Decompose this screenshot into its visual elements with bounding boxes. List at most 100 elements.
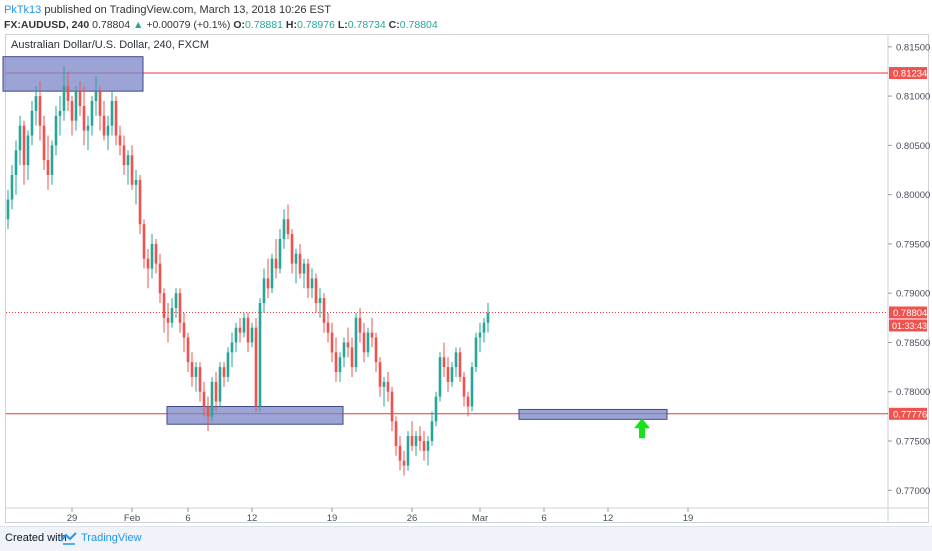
candle-body — [234, 327, 238, 343]
candle-body — [366, 332, 370, 353]
candle-body — [390, 391, 394, 422]
candle-body — [354, 317, 358, 368]
price-chart[interactable]: 0.81500 0.81000 0.80500 0.80000 0.79500 0.790… — [0, 0, 932, 526]
time-tick-label: 19 — [683, 513, 694, 524]
candle-body — [118, 135, 122, 146]
candle-body — [382, 381, 386, 387]
candle-body — [298, 253, 302, 274]
candle-body — [66, 86, 70, 102]
countdown-label-bg — [889, 319, 927, 332]
candle-body — [186, 337, 190, 363]
price-tick-label: 0.79500 — [896, 239, 930, 250]
candle-body — [462, 376, 466, 397]
candle-body — [358, 317, 362, 333]
candle-body — [178, 293, 182, 323]
price-tick-label: 0.78500 — [896, 338, 930, 349]
candle-body — [278, 238, 282, 269]
footer: Created with TradingView — [0, 526, 932, 551]
candle-body — [398, 445, 402, 461]
candle-body — [50, 145, 54, 175]
candle-body — [90, 101, 94, 126]
candle-body — [450, 367, 454, 382]
price-line-label-bg — [889, 67, 927, 80]
open-value: 0.78881 — [244, 19, 283, 31]
candle-body — [122, 145, 126, 166]
candle-body — [170, 307, 174, 323]
price-tick-label: 0.80500 — [896, 141, 930, 152]
candle-body — [54, 115, 58, 146]
candle-body — [282, 219, 286, 239]
candle-body — [438, 357, 442, 397]
candle-body — [322, 298, 326, 323]
candle-body — [442, 357, 446, 368]
candle-body — [378, 362, 382, 387]
candle-body — [38, 96, 42, 126]
candle-body — [270, 258, 274, 289]
candle-body — [78, 91, 82, 106]
price-line-label-bg — [889, 407, 927, 420]
candle-body — [362, 332, 366, 353]
candle-body — [286, 219, 290, 235]
candle-body — [446, 367, 450, 382]
price-line-label: 0.77776 — [893, 409, 927, 420]
up-arrow-icon: ▲ — [133, 19, 144, 31]
time-tick-label: 26 — [407, 513, 418, 524]
candle-body — [426, 440, 430, 451]
candle-body — [230, 342, 234, 353]
candle-body — [326, 322, 330, 333]
candle-body — [210, 381, 214, 417]
candle-body — [306, 263, 310, 289]
candle-body — [386, 381, 390, 392]
candle-body — [18, 125, 22, 151]
candle-body — [70, 101, 74, 121]
candle-body — [130, 155, 134, 185]
candle-body — [114, 101, 118, 136]
last-price: 0.78804 — [92, 19, 131, 31]
candle-body — [290, 234, 294, 264]
candle-body — [454, 352, 458, 368]
tradingview-brand[interactable]: TradingView — [81, 532, 142, 544]
candle-body — [34, 96, 38, 111]
candle-body — [458, 352, 462, 377]
candle-body — [254, 327, 258, 407]
candle-body — [150, 243, 154, 269]
candle-body — [46, 160, 50, 175]
created-with-label: Created with — [5, 532, 67, 544]
published-text: published on TradingView.com, March 13, … — [44, 4, 331, 16]
author-link[interactable]: PkTk13 — [4, 4, 42, 16]
candle-body — [374, 337, 378, 363]
candle-body — [14, 150, 18, 175]
candle-body — [346, 342, 350, 348]
price-tick-label: 0.80000 — [896, 190, 930, 201]
support-resistance-zone — [2, 56, 144, 92]
close-value: 0.78804 — [399, 19, 438, 31]
candle-body — [246, 317, 250, 343]
quote-line: FX:AUDUSD, 240 0.78804 ▲ +0.00079 (+0.1%… — [4, 19, 438, 31]
time-tick-label: 6 — [185, 513, 190, 524]
high-label: H: — [285, 19, 297, 31]
candle-body — [202, 391, 206, 407]
candle-body — [10, 174, 14, 200]
candle-body — [6, 199, 10, 220]
candle-body — [342, 342, 346, 358]
candle-body — [238, 327, 242, 333]
candle-body — [82, 105, 86, 131]
candle-body — [302, 263, 306, 274]
time-tick-label: 29 — [67, 513, 78, 524]
candle-body — [318, 298, 322, 304]
candle-body — [486, 312, 490, 323]
candle-body — [62, 86, 66, 111]
candle-body — [466, 396, 470, 407]
time-tick-label: 19 — [327, 513, 338, 524]
candle-body — [314, 278, 318, 304]
pane-title: Australian Dollar/U.S. Dollar, 240, FXCM — [11, 39, 210, 51]
candle-body — [406, 436, 410, 466]
candle-body — [134, 179, 138, 185]
chart-header: PkTk13 published on TradingView.com, Mar… — [0, 0, 932, 36]
tradingview-logo-icon[interactable] — [60, 531, 78, 545]
candle-body — [182, 322, 186, 338]
time-tick-label: Mar — [472, 513, 488, 524]
open-label: O: — [233, 19, 245, 31]
symbol-label: FX:AUDUSD, 240 — [4, 19, 90, 31]
price-tick-label: 0.78000 — [896, 387, 930, 398]
